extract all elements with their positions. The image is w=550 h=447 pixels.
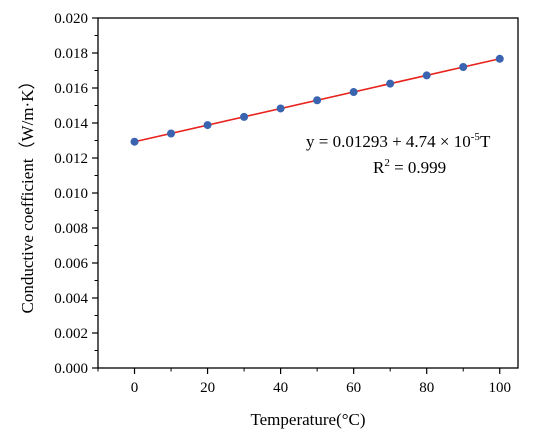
data-point <box>203 121 212 130</box>
data-point <box>130 137 139 146</box>
y-tick-label: 0.006 <box>54 256 88 272</box>
r-squared-label: R2 = 0.999 <box>373 157 446 177</box>
data-point <box>167 129 176 138</box>
y-tick-label: 0.016 <box>54 81 88 97</box>
data-point <box>276 104 285 113</box>
data-point <box>386 79 395 88</box>
y-tick-label: 0.002 <box>54 326 88 342</box>
y-axis-title: Conductive coefficient（W/m·K） <box>18 73 37 314</box>
x-tick-label: 40 <box>273 380 288 396</box>
x-axis-title: Temperature(°C) <box>250 410 365 429</box>
x-tick-label: 80 <box>419 380 434 396</box>
data-point <box>240 112 249 121</box>
data-point <box>495 54 504 63</box>
y-tick-label: 0.014 <box>54 116 88 132</box>
y-tick-label: 0.012 <box>54 151 88 167</box>
y-tick-label: 0.010 <box>54 186 88 202</box>
y-tick-label: 0.000 <box>54 361 88 377</box>
y-tick-label: 0.020 <box>54 11 88 27</box>
data-point <box>313 96 322 105</box>
y-tick-label: 0.008 <box>54 221 88 237</box>
data-point <box>422 71 431 80</box>
data-point <box>459 63 468 71</box>
fit-equation: y = 0.01293 + 4.74 × 10-5T <box>306 131 491 151</box>
x-tick-label: 0 <box>131 380 139 396</box>
x-tick-label: 20 <box>200 380 215 396</box>
y-tick-label: 0.018 <box>54 46 88 62</box>
x-tick-label: 60 <box>346 380 361 396</box>
plot-frame <box>97 17 519 369</box>
data-point <box>349 88 358 97</box>
x-tick-label: 100 <box>488 380 511 396</box>
y-tick-label: 0.004 <box>54 291 88 307</box>
